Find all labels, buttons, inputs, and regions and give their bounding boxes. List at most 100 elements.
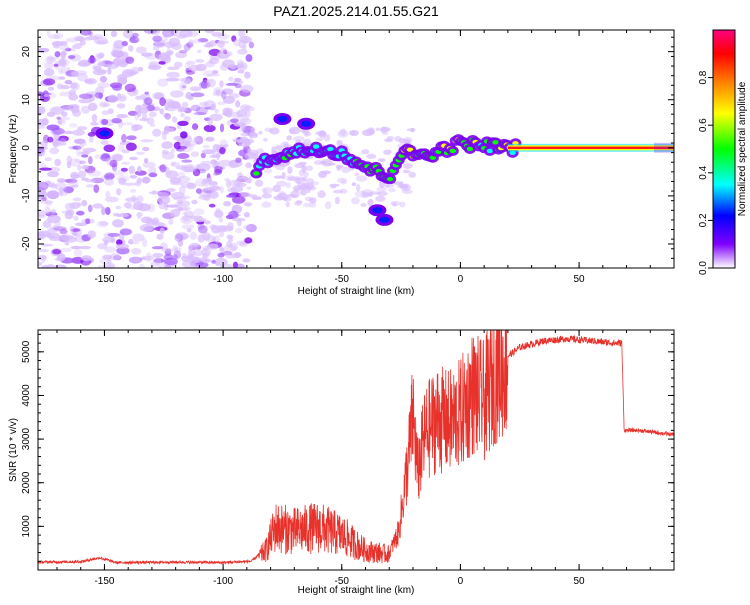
- noise-speckle: [103, 240, 109, 246]
- noise-speckle: [180, 131, 188, 139]
- noise-speckle: [104, 174, 110, 180]
- noise-speckle: [367, 199, 374, 206]
- noise-speckle: [69, 123, 78, 128]
- noise-speckle: [218, 216, 224, 223]
- noise-speckle: [392, 181, 403, 185]
- noise-speckle: [258, 130, 263, 135]
- noise-speckle: [225, 179, 232, 189]
- noise-speckle: [134, 170, 147, 176]
- noise-speckle: [194, 178, 207, 187]
- noise-speckle: [247, 148, 252, 155]
- noise-speckle: [105, 190, 111, 198]
- noise-speckle: [205, 177, 211, 184]
- noise-speckle: [216, 151, 220, 161]
- noise-speckle: [109, 159, 118, 168]
- noise-speckle: [186, 60, 196, 65]
- noise-speckle: [58, 178, 73, 183]
- noise-speckle: [240, 84, 254, 93]
- noise-speckle: [161, 56, 171, 62]
- noise-speckle: [42, 117, 49, 126]
- noise-speckle: [175, 51, 187, 59]
- noise-speckle: [164, 248, 172, 256]
- noise-speckle: [209, 57, 220, 64]
- noise-speckle: [102, 254, 112, 260]
- noise-speckle: [198, 168, 206, 174]
- noise-speckle: [78, 93, 93, 100]
- noise-speckle: [285, 201, 290, 208]
- noise-speckle: [77, 61, 90, 67]
- noise-speckle: [120, 122, 134, 126]
- noise-speckle: [94, 92, 104, 99]
- noise-speckle: [272, 184, 282, 193]
- noise-speckle: [281, 172, 286, 180]
- noise-speckle: [216, 225, 228, 233]
- noise-speckle: [152, 45, 160, 51]
- noise-speckle: [337, 177, 347, 184]
- noise-speckle: [159, 166, 170, 172]
- noise-speckle: [236, 192, 250, 197]
- noise-speckle: [44, 206, 51, 215]
- noise-speckle: [135, 95, 142, 100]
- noise-speckle: [264, 127, 273, 132]
- noise-speckle: [116, 93, 127, 103]
- noise-speckle: [43, 68, 55, 77]
- noise-speckle: [163, 125, 170, 135]
- noise-speckle: [71, 45, 76, 52]
- noise-speckle: [362, 129, 374, 137]
- noise-speckle: [182, 252, 187, 259]
- noise-speckle: [39, 167, 52, 171]
- noise-speckle: [219, 166, 226, 170]
- noise-speckle: [166, 204, 179, 208]
- noise-speckle: [199, 101, 209, 107]
- noise-speckle: [238, 40, 247, 49]
- noise-speckle: [212, 172, 219, 176]
- colorbar-tick-label: 0.4: [698, 165, 709, 179]
- noise-speckle: [351, 182, 357, 186]
- noise-speckle: [157, 195, 171, 205]
- noise-speckle: [166, 71, 180, 78]
- snr-panel: -150 -100 -50 0 50 1000 2000 3000 4000 5000 Heigh…: [8, 329, 675, 596]
- noise-speckle: [212, 143, 221, 152]
- noise-speckle: [245, 177, 252, 184]
- noise-speckle: [60, 65, 67, 74]
- noise-speckle: [226, 234, 234, 239]
- noise-speckle: [315, 137, 324, 141]
- noise-speckle: [50, 106, 64, 115]
- colorbar-tick-label: 0.0: [698, 261, 709, 275]
- noise-speckle: [88, 31, 93, 37]
- noise-speckle: [388, 187, 396, 193]
- noise-speckle: [275, 145, 283, 151]
- noise-speckle: [210, 104, 216, 111]
- noise-speckle: [202, 77, 208, 83]
- noise-speckle: [205, 136, 215, 142]
- noise-speckle: [151, 217, 160, 226]
- noise-speckle: [162, 151, 175, 160]
- noise-speckle: [75, 222, 88, 227]
- noise-speckle: [122, 30, 134, 39]
- noise-speckle: [110, 236, 116, 244]
- noise-speckle: [317, 190, 326, 199]
- noise-speckle: [76, 126, 88, 131]
- noise-speckle: [217, 40, 225, 48]
- noise-speckle: [104, 196, 119, 203]
- noise-speckle: [231, 35, 237, 42]
- x-tick-label: 0: [458, 576, 464, 587]
- noise-speckle: [361, 149, 370, 155]
- noise-speckle: [41, 265, 50, 268]
- noise-speckle: [191, 92, 205, 98]
- y-tick-label: 20: [21, 46, 32, 58]
- noise-speckle: [193, 136, 200, 143]
- noise-speckle: [254, 179, 264, 187]
- noise-speckle: [214, 257, 228, 266]
- noise-speckle: [115, 243, 130, 249]
- snr-xlabel: Height of straight line (km): [298, 585, 415, 596]
- noise-speckle: [245, 224, 257, 233]
- noise-speckle: [135, 151, 146, 155]
- noise-speckle: [288, 126, 301, 135]
- noise-speckle: [334, 196, 340, 205]
- noise-speckle: [336, 139, 343, 147]
- ridge-core: [327, 146, 334, 152]
- noise-speckle: [46, 30, 51, 36]
- noise-speckle: [221, 91, 227, 99]
